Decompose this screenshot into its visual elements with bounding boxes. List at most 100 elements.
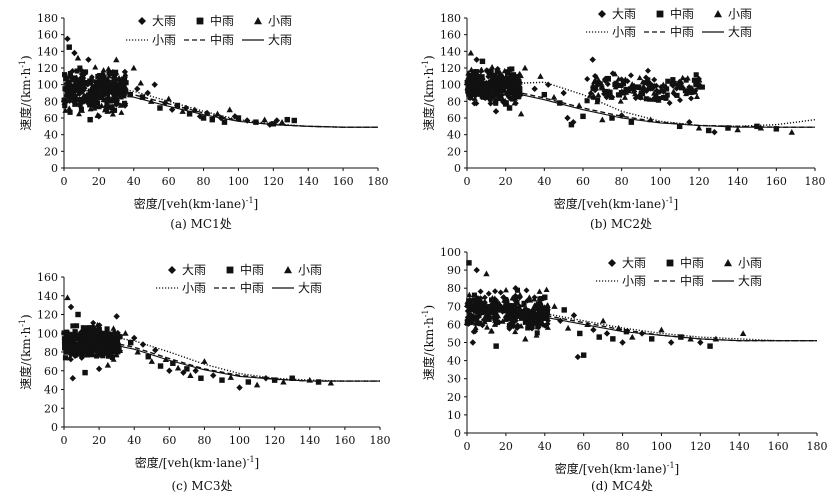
scatter-point bbox=[494, 68, 500, 75]
scatter-point bbox=[658, 326, 665, 333]
scatter-point bbox=[606, 89, 612, 95]
fit-curve bbox=[466, 309, 817, 342]
scatter-point bbox=[469, 339, 477, 346]
scatter-point bbox=[660, 88, 667, 95]
scatter-point bbox=[71, 349, 77, 356]
scatter-point bbox=[111, 74, 117, 81]
x-tick-label: 40 bbox=[127, 434, 141, 447]
fit-curve bbox=[466, 85, 815, 128]
y-tick-label: 120 bbox=[440, 62, 461, 75]
scatter-point bbox=[261, 116, 268, 123]
scatter-point bbox=[72, 342, 78, 348]
scatter-point bbox=[117, 102, 124, 108]
scatter-point bbox=[618, 76, 625, 83]
scatter-point bbox=[593, 74, 600, 80]
scatter-point bbox=[110, 325, 117, 331]
scatter-point bbox=[478, 83, 484, 89]
scatter-point bbox=[69, 76, 76, 82]
scatter-point bbox=[91, 97, 98, 104]
x-tick-label: 180 bbox=[805, 175, 826, 188]
legend-label: 中雨 bbox=[240, 262, 264, 277]
scatter-point bbox=[570, 118, 577, 126]
scatter-point bbox=[72, 101, 78, 107]
scatter-point bbox=[66, 332, 72, 338]
scatter-point bbox=[511, 83, 517, 89]
y-tick-label: 80 bbox=[447, 282, 461, 295]
scatter-point bbox=[88, 99, 95, 105]
scatter-point bbox=[673, 85, 680, 92]
y-tick-label: 160 bbox=[37, 271, 58, 284]
scatter-point bbox=[584, 98, 590, 104]
x-tick-label: 40 bbox=[127, 175, 141, 188]
scatter-point bbox=[273, 117, 281, 124]
chart-panel-4: 0 20 40 60 80 100 120 140 160 180 0 10 20 30 40 50 60 70 8… bbox=[421, 246, 828, 493]
scatter-point bbox=[134, 348, 141, 355]
scatter-point bbox=[93, 352, 100, 358]
scatter-point bbox=[77, 102, 83, 108]
y-tick-label: 40 bbox=[44, 129, 58, 142]
scatter-point bbox=[80, 343, 87, 349]
scatter-point bbox=[484, 311, 490, 317]
x-tick-label: 100 bbox=[228, 175, 249, 188]
legend-label: 大雨 bbox=[152, 14, 176, 28]
scatter-point bbox=[327, 379, 335, 386]
y-tick-label: 0 bbox=[454, 162, 461, 175]
y-tick-label: 90 bbox=[447, 264, 461, 277]
scatter-point bbox=[66, 44, 72, 50]
scatter-point bbox=[599, 116, 606, 123]
scatter-point bbox=[100, 344, 106, 350]
scatter-point bbox=[711, 128, 718, 136]
scatter-point bbox=[695, 124, 703, 131]
scatter-point bbox=[545, 81, 552, 88]
scatter-point bbox=[478, 87, 484, 93]
y-tick-label: 80 bbox=[44, 346, 58, 359]
scatter-point bbox=[512, 100, 519, 107]
x-tick-label: 120 bbox=[264, 434, 285, 447]
scatter-point bbox=[557, 317, 564, 324]
scatter-point bbox=[117, 334, 123, 340]
scatter-point bbox=[542, 322, 549, 329]
scatter-point bbox=[485, 79, 492, 86]
chart-panel-2: 0 20 40 60 80 100 120 140 160 180 0 20 40 60 80 100 120 1… bbox=[421, 6, 826, 231]
scatter-point bbox=[684, 75, 691, 81]
panel-caption: (c) MC3处 bbox=[171, 479, 232, 493]
scatter-point bbox=[95, 340, 101, 346]
scatter-point bbox=[80, 74, 87, 81]
scatter-point bbox=[523, 287, 530, 294]
legend-label: 中雨 bbox=[670, 6, 694, 21]
scatter-point bbox=[74, 323, 80, 329]
scatter-point bbox=[278, 118, 286, 125]
scatter-point bbox=[686, 118, 693, 126]
scatter-point bbox=[519, 301, 526, 308]
scatter-point bbox=[580, 352, 587, 358]
scatter-point bbox=[67, 71, 73, 77]
scatter-point bbox=[630, 83, 637, 90]
scatter-point bbox=[110, 330, 117, 337]
scatter-point bbox=[605, 75, 611, 81]
scatter-point bbox=[535, 324, 542, 331]
scatter-point bbox=[105, 65, 112, 72]
scatter-point bbox=[507, 75, 514, 82]
scatter-point bbox=[469, 79, 475, 85]
scatter-point bbox=[609, 70, 616, 77]
scatter-point bbox=[198, 375, 204, 381]
x-tick-label: 100 bbox=[651, 440, 672, 453]
x-tick-label: 100 bbox=[650, 175, 671, 188]
scatter-point bbox=[92, 327, 98, 333]
scatter-point bbox=[557, 100, 563, 106]
scatter-point bbox=[493, 100, 499, 106]
y-tick-label: 60 bbox=[44, 365, 58, 378]
y-axis-title: 速度/(km·h-1) bbox=[421, 305, 436, 380]
scatter-point bbox=[86, 325, 92, 331]
x-tick-label: 140 bbox=[298, 175, 319, 188]
scatter-point bbox=[67, 73, 73, 79]
scatter-point bbox=[712, 335, 720, 342]
scatter-point bbox=[88, 74, 95, 81]
scatter-point bbox=[477, 68, 484, 75]
x-tick-label: 20 bbox=[499, 175, 513, 188]
scatter-point bbox=[686, 84, 693, 91]
scatter-point bbox=[595, 91, 602, 98]
scatter-point bbox=[497, 289, 504, 296]
y-tick-label: 140 bbox=[37, 290, 58, 303]
scatter-point bbox=[473, 56, 480, 63]
